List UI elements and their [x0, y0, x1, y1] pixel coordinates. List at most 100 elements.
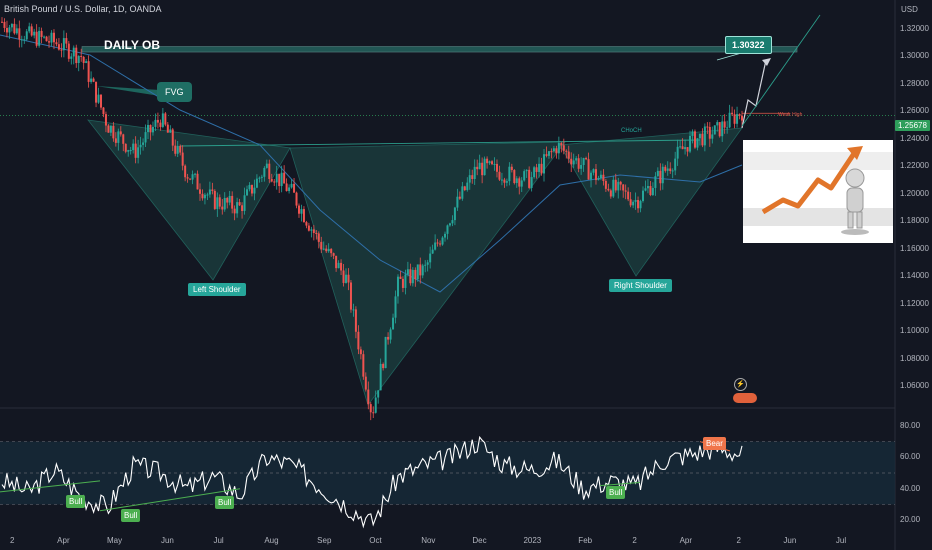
candle-body [337, 262, 340, 269]
candle-body [189, 178, 192, 180]
candle-body [550, 151, 553, 153]
candle-body [75, 47, 78, 64]
candle-body [607, 188, 610, 191]
candle-body [60, 49, 63, 51]
candle-body [555, 148, 558, 154]
candle-body [322, 248, 325, 250]
price-tick: 1.08000 [900, 353, 929, 363]
current-price-tag: 1.25678 [895, 120, 930, 131]
candle-body [434, 242, 437, 250]
candle-body [552, 148, 555, 152]
candle-body [184, 165, 187, 178]
candle-body [604, 180, 607, 189]
price-tick: 1.06000 [900, 381, 929, 391]
candle-body [540, 163, 543, 174]
candle-body [528, 169, 531, 188]
candle-body [45, 36, 48, 42]
candle-body [726, 127, 729, 129]
candle-body [255, 178, 258, 188]
candle-body [656, 170, 659, 177]
candle-body [394, 296, 397, 318]
candle-body [226, 197, 229, 203]
candle-body [5, 27, 8, 33]
candle-body [461, 186, 464, 199]
candle-body [577, 158, 580, 169]
candle-body [520, 180, 523, 187]
rsi-divergence-2 [99, 488, 241, 512]
candle-body [478, 162, 481, 170]
candle-body [191, 174, 194, 180]
candle-body [354, 309, 357, 332]
candle-body [698, 133, 701, 139]
candle-body [263, 167, 266, 177]
candle-body [456, 196, 459, 208]
rsi-tick: 80.00 [900, 420, 921, 430]
candle-body [213, 190, 216, 209]
candle-body [409, 269, 412, 284]
candle-body [238, 202, 241, 206]
candle-body [389, 329, 392, 340]
candle-body [228, 195, 231, 203]
candle-body [448, 223, 451, 226]
candle-body [518, 178, 521, 187]
candle-body [1, 21, 3, 23]
candle-body [736, 114, 739, 124]
candle-body [622, 184, 625, 191]
candle-body [310, 229, 313, 231]
candle-body [446, 225, 449, 234]
candle-body [572, 160, 575, 165]
candle-body [297, 205, 300, 214]
candle-body [201, 193, 204, 199]
candle-body [530, 177, 533, 188]
candle-body [451, 220, 454, 224]
candle-body [65, 38, 68, 44]
time-tick: Jun [160, 536, 174, 545]
candle-body [619, 181, 622, 185]
candle-body [468, 175, 471, 183]
candle-body [711, 134, 714, 139]
candle-body [503, 179, 506, 183]
right-shoulder-label: Right Shoulder [609, 279, 672, 292]
candle-body [270, 178, 273, 182]
daily-ob-zone [81, 46, 798, 53]
candle-body [171, 129, 174, 146]
candle-body [161, 113, 164, 127]
candle-body [248, 184, 251, 190]
candle-body [10, 23, 13, 28]
candle-body [664, 166, 667, 171]
candle-body [13, 23, 16, 34]
candle-body [332, 253, 335, 256]
candle-body [513, 170, 516, 183]
candle-body [721, 121, 724, 137]
candle-body [703, 126, 706, 146]
candle-body [99, 94, 102, 108]
time-tick: Feb [578, 536, 593, 545]
candle-body [498, 171, 501, 180]
lightning-icon[interactable]: ⚡ [734, 378, 747, 391]
candle-body [307, 225, 310, 231]
rsi-line [1, 435, 743, 529]
candle-body [473, 166, 476, 180]
candle-body [43, 36, 46, 38]
symbol-title: British Pound / U.S. Dollar, 1D, OANDA [4, 4, 162, 14]
candle-body [701, 133, 704, 146]
candle-body [357, 331, 360, 350]
candle-body [132, 143, 135, 151]
candle-body [708, 126, 711, 139]
price-tick: 1.12000 [900, 298, 929, 308]
price-tick: 1.26000 [900, 106, 929, 116]
candle-body [28, 26, 31, 32]
indicator-stack-icon[interactable] [733, 393, 757, 403]
time-tick: Jul [835, 536, 847, 545]
candle-body [233, 208, 236, 214]
neckline [179, 139, 701, 147]
candle-body [587, 159, 590, 180]
candle-body [646, 185, 649, 189]
candle-body [149, 124, 152, 133]
candle-body [208, 189, 211, 195]
time-tick: Apr [679, 536, 693, 545]
candle-body [176, 145, 179, 154]
candle-body [40, 30, 43, 37]
